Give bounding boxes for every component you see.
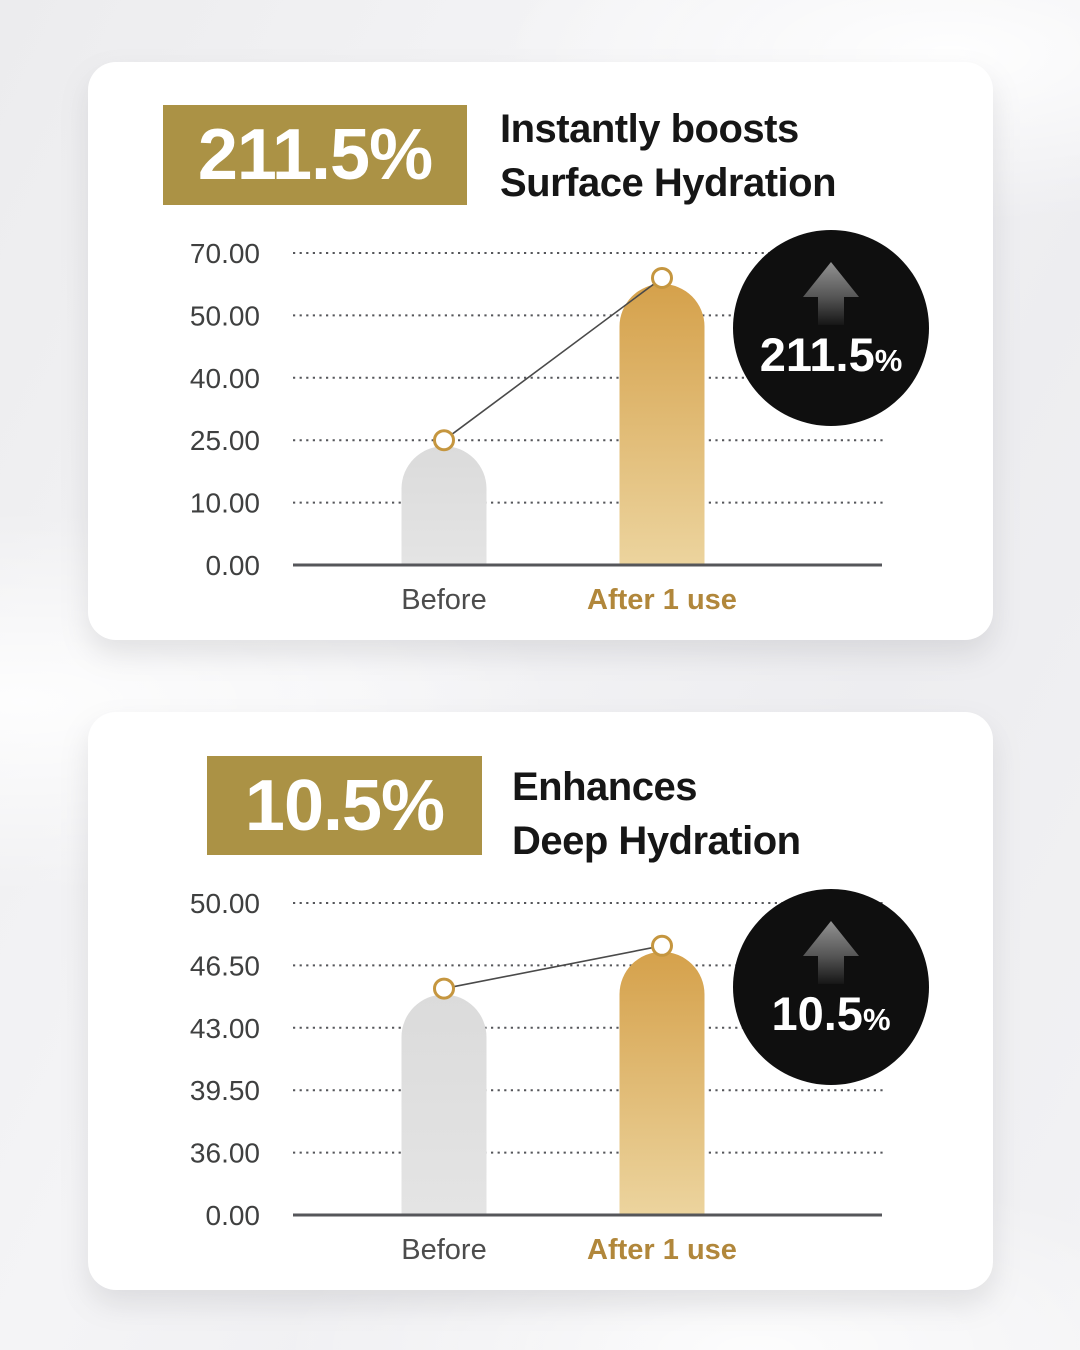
y-axis-tick-label: 70.00 [190,238,260,269]
surface-hydration-chart: 70.00 50.00 40.00 25.00 10.00 0.00 Before After… [190,230,929,616]
y-axis-tick-label: 10.00 [190,488,260,519]
trend-line [443,945,663,990]
category-label-after: After 1 use [587,1234,737,1266]
increase-badge-percent-sign: % [875,343,903,378]
y-axis-tick-label: 0.00 [206,550,261,581]
title-line-1: Instantly boosts [500,107,799,151]
deep-hydration-chart: 50.00 46.50 43.00 39.50 36.00 0.00 Before After… [190,888,929,1266]
category-label-before: Before [401,1234,486,1266]
stat-badge-deep: 10.5% [207,756,482,855]
data-point-marker-before [433,429,455,452]
increase-badge-percent-sign: % [863,1002,891,1037]
deep-hydration-card: 10.5% Enhances Deep Hydration 50.00 46.50 4… [88,712,993,1290]
trend-line [443,277,663,441]
stat-badge-label: 211.5% [197,115,433,195]
y-axis-tick-label: 0.00 [206,1200,261,1231]
category-label-before: Before [401,584,486,616]
up-arrow-icon [803,262,859,325]
y-axis-tick-label: 25.00 [190,425,260,456]
data-point-marker-before [433,977,455,1000]
card-title-deep: Enhances Deep Hydration [512,760,801,868]
bar-before [401,994,487,1215]
bar-before [401,446,487,565]
y-axis-tick-label: 36.00 [190,1138,260,1169]
increase-badge-circle [733,889,929,1085]
category-label-after: After 1 use [587,584,737,616]
title-line-2: Surface Hydration [500,161,837,205]
card-title-surface: Instantly boosts Surface Hydration [500,102,837,210]
bar-after [619,951,705,1215]
up-arrow-icon [803,921,859,984]
increase-badge-value: 10.5% [771,987,890,1040]
y-axis-tick-label: 43.00 [190,1013,260,1044]
title-line-1: Enhances [512,765,697,809]
y-axis-tick-label: 39.50 [190,1075,260,1106]
increase-badge-number: 10.5 [771,987,862,1040]
data-point-marker-after [651,934,673,957]
stat-badge-label: 10.5% [244,765,445,846]
y-axis-tick-label: 50.00 [190,888,260,919]
data-point-marker-after [651,266,673,289]
y-axis-tick-label: 40.00 [190,363,260,394]
bar-after [619,283,705,565]
increase-badge-circle [733,230,929,426]
increase-badge: 10.5% [733,889,929,1085]
stat-badge-surface: 211.5% [163,105,467,205]
y-axis-tick-label: 50.00 [190,300,260,331]
increase-badge-number: 211.5 [760,328,875,381]
increase-badge-value: 211.5% [760,328,903,381]
title-line-2: Deep Hydration [512,819,801,863]
y-axis-tick-label: 46.50 [190,950,260,981]
surface-hydration-card: 211.5% Instantly boosts Surface Hydration… [88,62,993,640]
increase-badge: 211.5% [733,230,929,426]
